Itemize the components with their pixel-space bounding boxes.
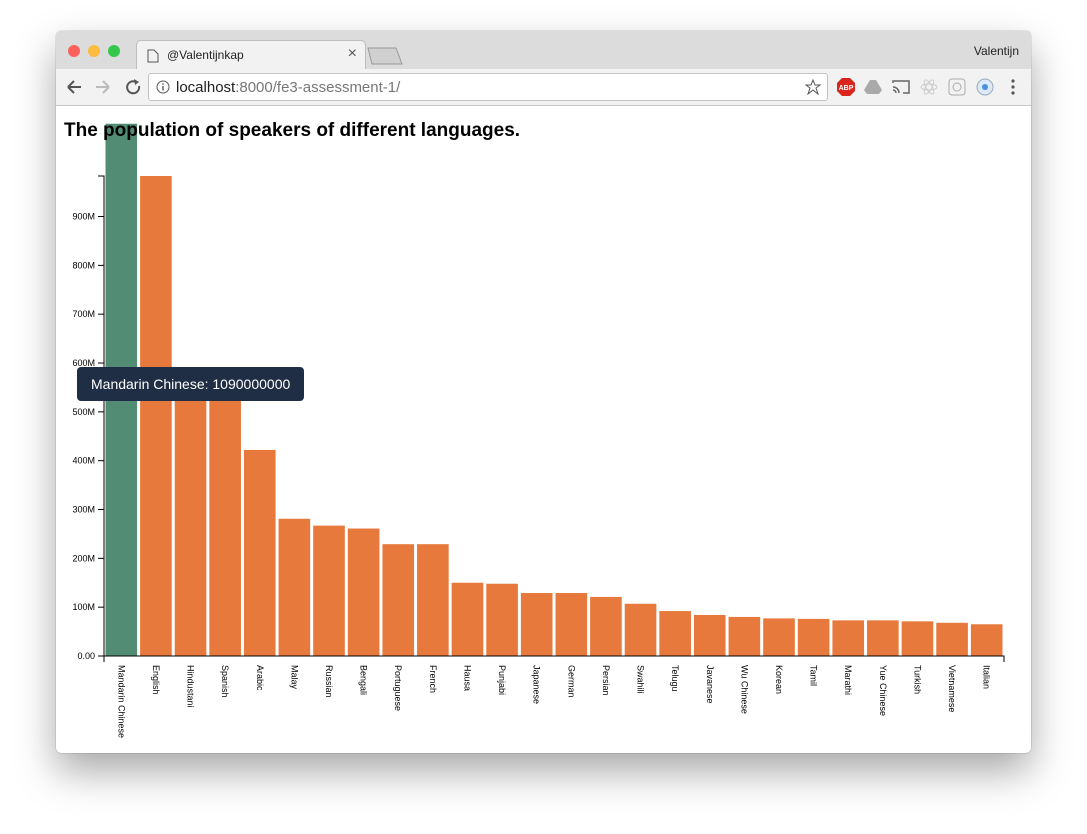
bookmark-star[interactable] xyxy=(805,79,821,95)
x-tick-label: Hausa xyxy=(462,665,472,691)
adblock-label: ABP xyxy=(839,85,854,92)
y-tick-label: 600M xyxy=(72,358,95,368)
extension-icon[interactable] xyxy=(976,78,994,96)
x-tick-label: Punjabi xyxy=(497,665,507,695)
x-tick-label: Marathi xyxy=(843,665,853,695)
bar xyxy=(486,583,518,656)
bar xyxy=(763,618,795,656)
x-tick-label: Arabic xyxy=(255,665,265,691)
tab-close[interactable]: × xyxy=(347,45,357,62)
x-tick-label: French xyxy=(428,665,438,693)
zoom-button[interactable] xyxy=(108,45,120,57)
bar xyxy=(936,622,968,656)
menu-icon[interactable] xyxy=(1010,78,1016,96)
tab-bar: @Valentijnkap × Valentijn xyxy=(56,31,1031,70)
bar xyxy=(278,518,311,656)
x-tick-label: Swahili xyxy=(636,665,646,694)
bar xyxy=(174,390,207,656)
bar xyxy=(832,620,865,656)
tooltip: Mandarin Chinese: 1090000000 xyxy=(77,367,305,401)
page-content: Mandarin Chinese English Hindustani Spanish… xyxy=(56,106,1031,753)
url-host: localhost xyxy=(176,79,236,96)
x-tick-label: Javanese xyxy=(705,665,715,704)
drive-icon[interactable] xyxy=(864,79,882,95)
x-tick-label: Spanish xyxy=(220,665,230,698)
page-icon xyxy=(147,49,159,63)
chart-title: The population of speakers of different … xyxy=(64,120,521,141)
toolbar: localhost:8000/fe3-assessment-1/ ABP xyxy=(56,69,1031,106)
bar xyxy=(520,593,553,656)
bar xyxy=(451,582,484,656)
x-tick-label: Persian xyxy=(601,665,611,696)
react-icon[interactable] xyxy=(920,78,938,96)
bar xyxy=(140,176,172,656)
bar xyxy=(417,544,449,656)
x-tick-label: Mandarin Chinese xyxy=(116,665,126,738)
x-tick-label: Tamil xyxy=(809,665,819,686)
y-tick-label: 400M xyxy=(72,456,95,466)
close-button[interactable] xyxy=(68,45,80,57)
x-tick-label: Yue Chinese xyxy=(878,665,888,716)
url-path: :8000/fe3-assessment-1/ xyxy=(235,79,401,96)
tab[interactable]: @Valentijnkap × xyxy=(136,40,366,70)
minimize-button[interactable] xyxy=(88,45,100,57)
y-tick-label: 900M xyxy=(72,212,95,222)
x-axis xyxy=(103,655,1005,662)
url: localhost:8000/fe3-assessment-1/ xyxy=(176,79,400,96)
y-axis xyxy=(98,175,105,657)
bar xyxy=(728,616,761,656)
x-tick-label: Wu Chinese xyxy=(739,665,749,714)
address-bar[interactable]: localhost:8000/fe3-assessment-1/ xyxy=(148,73,828,101)
bar xyxy=(347,528,380,656)
bar xyxy=(555,593,588,656)
x-tick-label: Turkish xyxy=(912,665,922,694)
bar xyxy=(243,449,276,656)
x-tick-label: Russian xyxy=(324,665,334,698)
bar xyxy=(659,611,691,656)
bar xyxy=(382,544,415,656)
y-tick-label: 700M xyxy=(72,309,95,319)
extension-icon[interactable] xyxy=(948,78,966,96)
tab-title: @Valentijnkap xyxy=(167,48,244,62)
bar xyxy=(867,620,899,656)
x-tick-label: Japanese xyxy=(532,665,542,704)
bar xyxy=(797,618,830,656)
y-tick-label: 200M xyxy=(72,553,95,563)
bar xyxy=(624,603,657,656)
y-tick-label: 800M xyxy=(72,260,95,270)
profile-name[interactable]: Valentijn xyxy=(973,44,1019,58)
x-tick-label: Vietnamese xyxy=(947,665,957,712)
x-tick-label: Portuguese xyxy=(393,665,403,711)
x-tick-label: German xyxy=(566,665,576,698)
info-icon xyxy=(156,80,170,94)
x-tick-label: English xyxy=(151,665,161,695)
bar xyxy=(693,614,726,656)
browser-window: @Valentijnkap × Valentijn localhost:8000… xyxy=(56,31,1031,753)
x-tick-label: Hindustani xyxy=(186,665,196,708)
chart: Mandarin Chinese English Hindustani Spanish… xyxy=(72,123,1005,738)
x-tick-label: Malay xyxy=(289,665,299,690)
cast-icon[interactable] xyxy=(892,79,910,95)
bar xyxy=(970,624,1003,656)
nav-buttons[interactable] xyxy=(64,77,144,97)
new-tab[interactable] xyxy=(366,47,406,67)
adblock-icon[interactable]: ABP xyxy=(836,77,856,97)
bar xyxy=(313,525,345,656)
bar xyxy=(901,621,934,656)
y-tick-label: 100M xyxy=(72,602,95,612)
bar xyxy=(209,398,241,656)
bar xyxy=(590,596,622,656)
y-tick-label: 0.00 xyxy=(77,651,95,661)
x-tick-label: Telugu xyxy=(670,665,680,692)
y-tick-label: 300M xyxy=(72,505,95,515)
x-tick-label: Italian xyxy=(982,665,992,689)
y-tick-label: 500M xyxy=(72,407,95,417)
x-tick-label: Bengali xyxy=(359,665,369,695)
x-tick-label: Korean xyxy=(774,665,784,694)
